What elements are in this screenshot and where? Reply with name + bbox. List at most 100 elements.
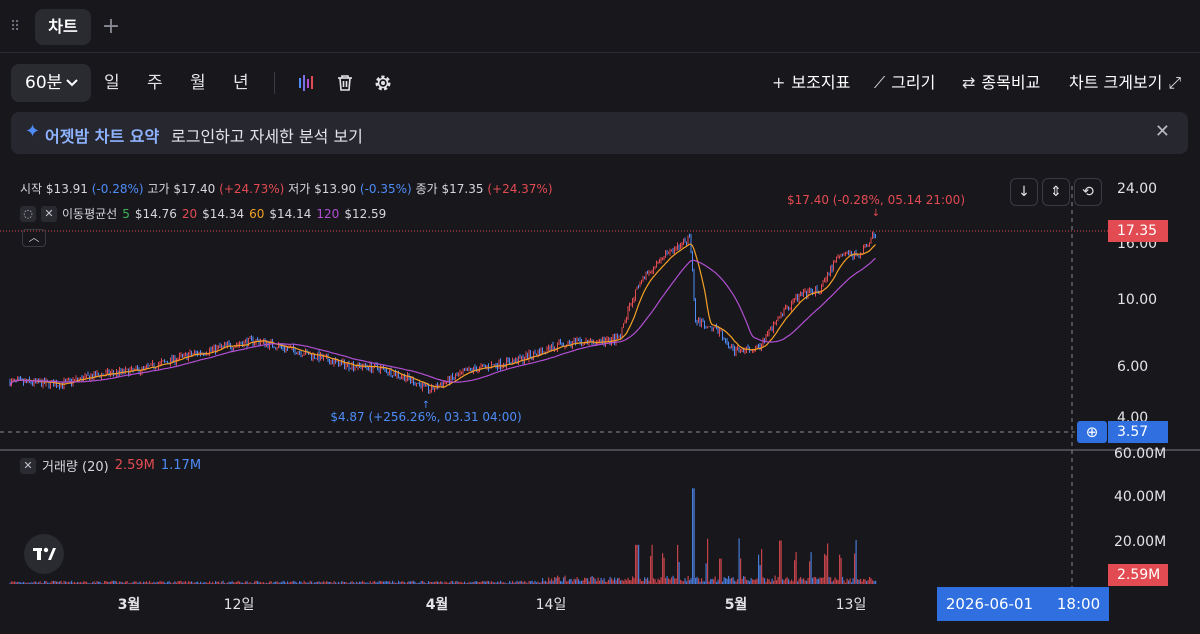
volume-bar [531,580,533,584]
compare-button[interactable]: ⇄ 종목비교 [962,64,1040,102]
volume-bar [239,581,241,584]
gear-icon[interactable] [372,72,394,94]
trash-icon[interactable] [334,72,356,94]
volume-bar [59,581,61,584]
volume-bar [665,578,667,584]
banner-title: 어젯밤 차트 요약 [45,127,160,146]
volume-bar [347,583,349,584]
volume-bar [93,581,95,584]
volume-bar [360,581,362,584]
volume-bar [273,582,275,584]
reset-chart-button[interactable]: ⟲ [1074,178,1102,206]
volume-bar [699,581,701,584]
candlestick-icon[interactable] [296,72,318,94]
volume-bar [156,581,158,584]
interval-selector[interactable]: 60분 [11,64,91,102]
volume-bar [153,581,155,584]
volume-bar [842,576,844,584]
collapse-legend-button[interactable]: ︿ [22,229,46,247]
volume-bar [395,582,397,584]
volume-bar [576,577,578,584]
volume-bar [638,544,640,584]
volume-bar [683,581,685,584]
volume-bar [873,581,875,584]
volume-bar [300,581,302,584]
volume-bar [267,583,269,584]
close-icon[interactable]: ✕ [1154,121,1170,142]
volume-bar [704,581,706,584]
volume-bar [117,583,119,584]
period-month-button[interactable]: 월 [190,73,206,93]
close-icon[interactable]: ✕ [20,457,36,474]
volume-bar [714,576,716,584]
volume-bar [792,581,794,584]
period-day-button[interactable]: 일 [104,73,120,93]
fullscreen-button[interactable]: 차트 크게보기 ⤢ [1069,64,1181,102]
volume-bar [623,581,625,584]
volume-bar [713,579,715,584]
volume-bar [543,581,545,584]
volume-legend: ✕ 거래량 (20) 2.59M 1.17M [20,456,201,475]
volume-bar [644,577,646,584]
add-tab-button[interactable]: + [101,14,121,39]
collapse-pane-button[interactable]: ⇕ [1042,178,1070,206]
volume-bar [383,581,385,584]
volume-bar [533,582,535,584]
summary-banner[interactable]: ✦ 어젯밤 차트 요약 로그인하고 자세한 분석 보기 ✕ [11,112,1188,154]
volume-bar [177,581,179,584]
chevron-down-icon [65,64,79,118]
volume-bar [356,581,358,584]
volume-bar [836,579,838,584]
volume-bar [432,582,434,584]
volume-bar [17,582,19,584]
volume-bar [180,580,182,584]
volume-bar [248,583,250,584]
period-week-button[interactable]: 주 [147,73,163,93]
volume-bar [449,582,451,584]
open-change: (-0.28%) [91,182,144,196]
volume-bar [152,582,154,584]
high-value: $17.40 [173,182,216,196]
volume-bar [663,557,665,584]
close-icon[interactable]: ✕ [41,205,57,222]
period-year-button[interactable]: 년 [233,73,249,93]
volume-bar [309,580,311,584]
volume-bar [453,582,455,584]
volume-bar [315,582,317,584]
volume-bar [213,583,215,584]
volume-bar [471,582,473,584]
volume-bar [285,582,287,584]
volume-bar [674,578,676,584]
swap-icon: ⇄ [962,73,976,92]
volume-bar [696,576,698,584]
volume-bar [827,543,829,584]
volume-bar [201,583,203,584]
volume-bar [132,581,134,584]
volume-bar [110,581,112,584]
draw-button[interactable]: ⟋ 그리기 [874,64,935,102]
volume-bar [693,488,695,584]
chart-area[interactable]: $17.40 (-0.28%, 05.14 21:00) ↓ $4.87 (+2… [0,170,1200,634]
volume-bar [222,580,224,584]
volume-bar [537,581,539,584]
volume-bar [228,581,230,584]
volume-bar [164,582,166,584]
volume-bar [774,575,776,584]
price-chart-svg[interactable]: $17.40 (-0.28%, 05.14 21:00) ↓ $4.87 (+2… [0,170,1200,634]
scroll-down-button[interactable]: ↓ [1010,178,1038,206]
volume-bar [755,579,757,584]
add-alert-button[interactable]: ⊕ [1077,421,1107,443]
eye-off-icon[interactable]: ◌ [20,205,36,222]
volume-bar [27,582,29,584]
tab-chart[interactable]: 차트 [35,9,91,45]
open-value: $13.91 [45,182,88,196]
low-change: (-0.35%) [359,182,412,196]
volume-bar [167,581,169,584]
indicators-button[interactable]: + 보조지표 [772,64,850,102]
ohlc-legend: 시작 $13.91 (-0.28%) 고가 $17.40 (+24.73%) 저… [20,180,553,197]
volume-bar [593,577,595,584]
volume-bar [479,582,481,584]
drag-handle-icon[interactable]: ⠿ [10,19,21,35]
volume-bar [384,581,386,584]
tradingview-logo[interactable] [24,534,64,574]
